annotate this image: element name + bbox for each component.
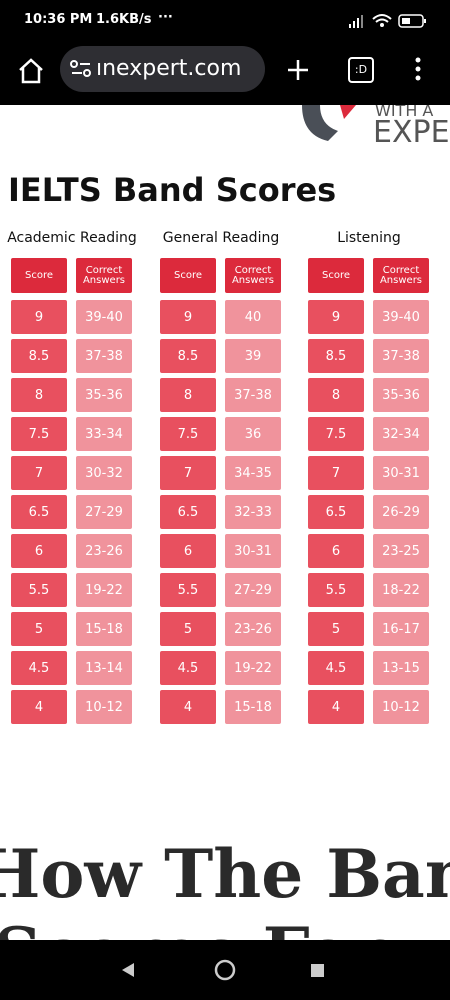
header-cell: Correct Answers [76,258,132,293]
answers-cell: 27-29 [76,495,132,529]
section-heading: How The Band [0,835,450,913]
time: 10:36 PM [24,12,93,27]
answers-cell: 40 [225,300,281,334]
nav-bar [0,940,450,1000]
net-speed: 1.6KB/s [96,12,152,27]
answers-cell: 19-22 [225,651,281,685]
answers-cell: 39-40 [76,300,132,334]
header-cell: Correct Answers [225,258,281,293]
score-cell: 6 [308,534,364,568]
answers-cell: 30-31 [225,534,281,568]
score-cell: 7.5 [160,417,216,451]
score-cell: 7.5 [308,417,364,451]
score-cell: 5 [11,612,67,646]
logo-text: WITH A [375,105,434,120]
score-cell: 4.5 [308,651,364,685]
score-cell: 5 [160,612,216,646]
url-bar[interactable]: ınexpert.com [60,46,265,92]
score-cell: 8.5 [11,339,67,373]
browser-toolbar: ınexpert.com :D [0,42,450,105]
answers-cell: 15-18 [225,690,281,724]
score-cell: 8 [308,378,364,412]
answers-cell: 15-18 [76,612,132,646]
answers-cell: 35-36 [373,378,429,412]
score-cell: 4.5 [11,651,67,685]
score-cell: 8.5 [160,339,216,373]
section-heading: Scores For [0,913,385,940]
status-icons [349,14,426,28]
header-cell: Score [308,258,364,293]
score-cell: 8.5 [308,339,364,373]
answers-cell: 36 [225,417,281,451]
score-cell: 6 [160,534,216,568]
answers-cell: 23-25 [373,534,429,568]
score-cell: 4 [11,690,67,724]
score-cell: 5.5 [308,573,364,607]
answers-cell: 23-26 [76,534,132,568]
answers-cell: 13-15 [373,651,429,685]
page-title: IELTS Band Scores [8,171,337,209]
score-cell: 7 [11,456,67,490]
answers-cell: 37-38 [373,339,429,373]
score-cell: 9 [160,300,216,334]
answers-cell: 32-33 [225,495,281,529]
answers-cell: 37-38 [76,339,132,373]
more-icons: ··· [158,10,173,25]
answers-cell: 37-38 [225,378,281,412]
table-title: Listening [337,230,401,246]
logo-mark [302,105,356,141]
answers-cell: 26-29 [373,495,429,529]
answers-cell: 35-36 [76,378,132,412]
answers-cell: 34-35 [225,456,281,490]
home-button[interactable] [16,56,46,86]
score-cell: 4 [160,690,216,724]
score-cell: 5.5 [11,573,67,607]
score-cell: 6 [11,534,67,568]
url-text: ınexpert.com [96,56,242,81]
header-cell: Score [160,258,216,293]
answers-cell: 39 [225,339,281,373]
answers-cell: 33-34 [76,417,132,451]
score-cell: 6.5 [11,495,67,529]
tab-switcher[interactable]: :D [348,57,374,83]
score-cell: 4.5 [160,651,216,685]
answers-cell: 16-17 [373,612,429,646]
score-cell: 6.5 [160,495,216,529]
table-title: Academic Reading [7,230,137,246]
logo-text: EXPER [373,115,450,150]
answers-cell: 30-31 [373,456,429,490]
score-cell: 6.5 [308,495,364,529]
answers-cell: 32-34 [373,417,429,451]
score-cell: 9 [11,300,67,334]
score-cell: 8 [11,378,67,412]
answers-cell: 10-12 [373,690,429,724]
answers-cell: 18-22 [373,573,429,607]
score-cell: 7 [308,456,364,490]
menu-button[interactable] [410,56,426,84]
score-cell: 4 [308,690,364,724]
score-cell: 5 [308,612,364,646]
answers-cell: 27-29 [225,573,281,607]
score-cell: 5.5 [160,573,216,607]
header-cell: Correct Answers [373,258,429,293]
table-title: General Reading [162,230,280,246]
web-page: WITH A EXPER IELTS Band Scores Academic … [0,105,450,940]
answers-cell: 10-12 [76,690,132,724]
score-cell: 7 [160,456,216,490]
answers-cell: 23-26 [225,612,281,646]
answers-cell: 19-22 [76,573,132,607]
answers-cell: 30-32 [76,456,132,490]
nav-buttons[interactable] [0,940,450,1000]
status-bar: 10:36 PM 1.6KB/s ··· [0,0,450,42]
new-tab-button[interactable] [284,56,312,84]
score-cell: 7.5 [11,417,67,451]
header-cell: Score [11,258,67,293]
score-cell: 9 [308,300,364,334]
score-cell: 8 [160,378,216,412]
answers-cell: 13-14 [76,651,132,685]
answers-cell: 39-40 [373,300,429,334]
site-info-icon[interactable] [70,60,92,78]
